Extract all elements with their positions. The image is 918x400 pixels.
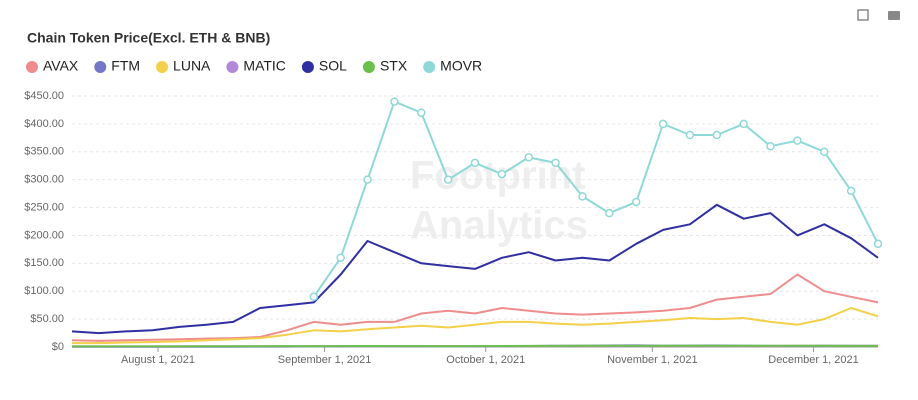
series-marker	[417, 108, 426, 117]
series-marker	[846, 186, 856, 196]
y-tick-label: $0	[52, 341, 64, 353]
x-tick-label: December 1, 2021	[768, 354, 859, 366]
series-marker	[470, 158, 480, 168]
series-line	[71, 203, 879, 335]
series-marker	[658, 119, 668, 129]
series-marker	[443, 175, 453, 184]
legend-label: LUNA	[173, 58, 211, 74]
chart-title: Chain Token Price(Excl. ETH & BNB)	[27, 30, 270, 46]
series-marker	[497, 169, 507, 179]
y-tick-label: $150.00	[24, 257, 64, 269]
legend-label: MATIC	[243, 58, 286, 74]
legend-swatch	[362, 61, 375, 73]
series-marker	[605, 208, 614, 218]
legend-swatch	[423, 61, 436, 73]
legend-label: AVAX	[43, 58, 79, 74]
series-line	[72, 307, 879, 345]
series-marker	[739, 119, 748, 129]
legend-swatch	[156, 61, 169, 73]
y-tick-label: $50.00	[30, 313, 64, 325]
y-tick-label: $200.00	[24, 229, 64, 241]
camera-icon[interactable]	[888, 11, 900, 20]
series-marker	[309, 292, 319, 302]
x-tick-label: August 1, 2021	[121, 354, 195, 366]
legend-label: MOVR	[440, 58, 482, 74]
series-marker	[766, 141, 775, 151]
series-marker	[873, 239, 883, 249]
legend-swatch	[226, 61, 239, 73]
series-marker	[390, 97, 399, 106]
series-marker	[820, 147, 829, 157]
watermark: Footprint Analytics	[410, 154, 588, 248]
series-marker	[631, 197, 641, 207]
series-marker	[578, 192, 587, 201]
expand-icon[interactable]	[857, 9, 869, 21]
legend-label: SOL	[319, 58, 347, 74]
series-marker	[793, 136, 802, 145]
series-marker	[685, 130, 695, 140]
series-marker	[363, 175, 372, 184]
watermark-text: Analytics	[410, 204, 588, 248]
x-tick-label: October 1, 2021	[446, 354, 525, 366]
y-tick-label: $250.00	[24, 201, 64, 213]
watermark-text: Footprint	[410, 154, 586, 198]
series-line	[71, 273, 879, 342]
legend-swatch	[301, 61, 314, 73]
y-tick-label: $400.00	[24, 118, 64, 130]
series-line	[72, 344, 878, 348]
y-tick-label: $100.00	[24, 285, 64, 297]
series-marker	[524, 153, 533, 162]
legend-label: STX	[380, 58, 408, 74]
y-tick-label: $350.00	[24, 146, 64, 158]
series-marker	[551, 158, 560, 168]
legend-swatch	[94, 61, 107, 73]
series-line	[312, 100, 879, 298]
legend-swatch	[26, 61, 38, 73]
x-tick-label: September 1, 2021	[278, 354, 372, 366]
series-marker	[712, 130, 722, 140]
y-tick-label: $450.00	[24, 90, 64, 102]
x-tick-label: November 1, 2021	[607, 354, 698, 366]
legend-label: FTM	[111, 58, 140, 74]
y-tick-label: $300.00	[24, 174, 64, 186]
series-marker	[336, 253, 345, 263]
